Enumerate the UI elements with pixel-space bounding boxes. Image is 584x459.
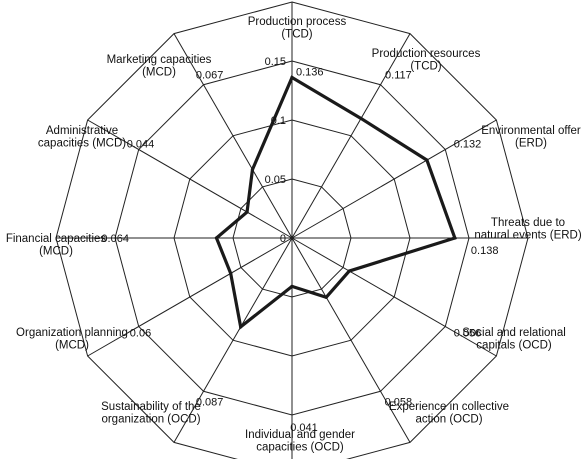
spoke-11 [87,119,293,239]
r-tick-label-1: 0 [280,233,286,245]
value-label-9: 0.06 [130,327,151,339]
axis-label-5: Social and relational capitals (OCD) [462,327,566,352]
value-label-11: 0.044 [127,139,155,151]
value-label-5: 0.056 [454,327,482,339]
value-label-8: 0.087 [196,397,224,409]
data-point-2 [359,116,363,121]
r-tick-label-2: 0.05 [265,174,286,186]
value-label-10: 0.064 [101,233,129,245]
spoke-12 [173,33,293,239]
radar-series [214,75,457,330]
value-label-7: 0.041 [290,422,318,434]
data-point-6 [324,295,328,299]
data-point-1 [290,75,294,80]
data-point-3 [425,158,429,162]
data-point-5 [347,269,351,273]
axis-label-2: Production resources (TCD) [372,48,481,73]
value-label-6: 0.058 [385,397,413,409]
data-point-9 [229,271,233,275]
spoke-8 [173,237,293,443]
r-tick-label-4: 0.15 [265,56,286,68]
axis-label-6: Experience in collective action (OCD) [389,401,509,426]
data-point-12 [250,167,255,172]
spoke-3 [291,119,497,239]
axis-labels: Production process (TCD) Production resour… [6,16,582,454]
value-label-1: 0.136 [296,66,324,78]
data-value-labels: 0.136 0.117 0.132 0.138 0.056 0.058 0.041 0.087… [101,66,499,434]
r-tick-label-3: 0.1 [271,115,286,127]
spoke-2 [291,33,411,239]
radial-tick-labels: 0 0.05 0.1 0.15 [265,56,286,245]
series-line [214,75,457,330]
value-label-4: 0.138 [471,245,499,257]
data-point-11 [245,210,249,214]
axis-label-7: Individual and gender capacities (OCD) [245,429,355,454]
data-point-7 [290,284,294,288]
axis-label-11: Administrative capacities (MCD) [38,125,126,150]
spoke-5 [291,237,497,357]
axis-label-9: Organization planning (MCD) [16,327,128,352]
axis-label-8: Sustainability of the organization (OCD) [101,401,201,426]
value-label-12: 0.067 [196,70,224,82]
data-point-4 [453,236,457,240]
axis-label-1: Production process (TCD) [248,16,347,41]
axis-label-4: Threats due to natural events (ERD) [474,217,582,242]
axis-label-12: Marketing capacities (MCD) [107,54,212,79]
axis-label-10: Financial capacities (MCD) [6,233,107,258]
value-label-3: 0.132 [454,139,482,151]
axis-label-3: Environmental offer (ERD) [481,125,581,150]
data-point-8 [239,325,243,329]
radar-spokes [56,2,528,459]
spoke-6 [291,237,411,443]
data-point-10 [214,236,219,240]
spoke-9 [87,237,293,357]
value-label-2: 0.117 [385,70,412,82]
